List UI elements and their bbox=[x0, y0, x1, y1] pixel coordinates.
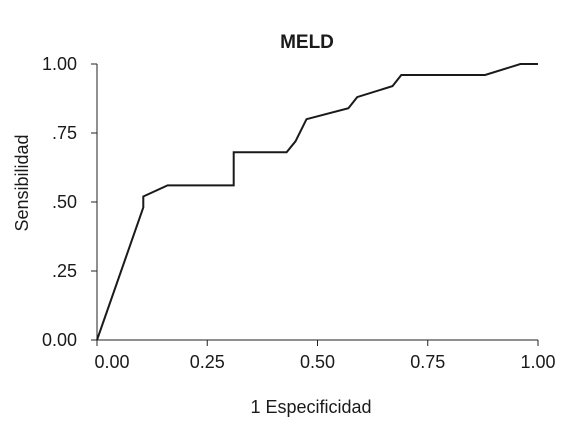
axes bbox=[96, 64, 538, 341]
x-tick-label: 0.50 bbox=[300, 352, 335, 372]
x-tick-label: 0.75 bbox=[410, 352, 445, 372]
y-tick-label: 0.00 bbox=[42, 330, 77, 350]
x-tick-label: 1.00 bbox=[520, 352, 555, 372]
x-ticks: 0.00 0.25 0.50 0.75 1.00 bbox=[94, 340, 556, 372]
y-tick-label: .25 bbox=[52, 261, 77, 281]
y-tick-label: .50 bbox=[52, 192, 77, 212]
y-tick-label: .75 bbox=[52, 123, 77, 143]
y-ticks: 0.00 .25 .50 .75 1.00 bbox=[42, 54, 97, 350]
x-tick-label: 0.00 bbox=[94, 352, 129, 372]
y-tick-label: 1.00 bbox=[42, 54, 77, 74]
x-axis-label: 1 Especificidad bbox=[250, 397, 371, 417]
roc-curve-line bbox=[96, 63, 538, 341]
chart-title: MELD bbox=[280, 32, 334, 53]
y-axis-label: Sensibilidad bbox=[12, 134, 32, 231]
x-tick-label: 0.25 bbox=[190, 352, 225, 372]
